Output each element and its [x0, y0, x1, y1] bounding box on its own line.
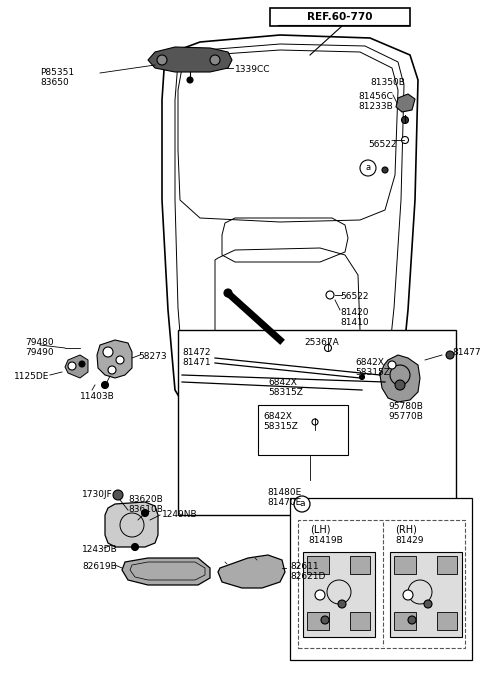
Circle shape [338, 600, 346, 608]
Polygon shape [65, 355, 88, 378]
Circle shape [401, 117, 408, 124]
Polygon shape [396, 94, 415, 112]
Bar [270, 8, 410, 26]
Bar [298, 520, 465, 648]
Bar [437, 612, 457, 630]
Text: a: a [299, 500, 305, 509]
Circle shape [388, 361, 396, 369]
Circle shape [312, 419, 318, 425]
Bar [394, 556, 416, 574]
Circle shape [132, 543, 139, 551]
Bar [307, 612, 329, 630]
Text: 81350B: 81350B [370, 78, 405, 87]
Circle shape [380, 371, 384, 376]
Polygon shape [97, 340, 132, 378]
Circle shape [395, 380, 405, 390]
Polygon shape [380, 355, 420, 402]
Text: 82619B: 82619B [82, 562, 117, 571]
Circle shape [278, 337, 286, 345]
Text: 11403B: 11403B [80, 392, 115, 401]
Text: 1243DB: 1243DB [82, 545, 118, 554]
Circle shape [116, 356, 124, 364]
Circle shape [326, 291, 334, 299]
Circle shape [210, 55, 220, 65]
Text: 56522: 56522 [368, 140, 396, 149]
Text: 1125DE: 1125DE [14, 372, 49, 381]
Bar [437, 556, 457, 574]
Polygon shape [162, 35, 418, 428]
Bar [303, 552, 375, 637]
Text: 1249NB: 1249NB [162, 510, 198, 519]
Text: 6842X
58315Z: 6842X 58315Z [263, 412, 298, 431]
Text: 1730JF: 1730JF [82, 490, 113, 499]
Circle shape [224, 289, 232, 297]
Circle shape [142, 509, 148, 517]
Circle shape [101, 382, 108, 388]
Bar [290, 498, 472, 660]
Text: 81456C
81233B: 81456C 81233B [358, 92, 393, 111]
Circle shape [401, 136, 408, 143]
Text: 1339CC: 1339CC [235, 65, 271, 74]
Text: REF.60-770: REF.60-770 [307, 12, 373, 22]
Text: P85351
83650: P85351 83650 [40, 68, 74, 88]
Text: 6842X
58315Z: 6842X 58315Z [355, 358, 390, 378]
Circle shape [403, 590, 413, 600]
Text: 58273: 58273 [138, 352, 167, 361]
Text: 82611
82621D: 82611 82621D [290, 562, 325, 581]
Polygon shape [105, 502, 158, 547]
Text: 81420
81410: 81420 81410 [340, 308, 369, 327]
Text: 83620B
83610B: 83620B 83610B [128, 495, 163, 515]
Circle shape [446, 351, 454, 359]
Text: 81472
81471: 81472 81471 [182, 348, 211, 367]
Circle shape [382, 167, 388, 173]
Circle shape [321, 616, 329, 624]
Text: 81477: 81477 [452, 348, 480, 357]
Circle shape [79, 361, 85, 367]
Circle shape [315, 590, 325, 600]
Text: 79480
79490: 79480 79490 [25, 338, 54, 357]
Text: 6842X
58315Z: 6842X 58315Z [268, 378, 303, 397]
Bar [258, 405, 348, 455]
Bar [307, 556, 329, 574]
Text: a: a [365, 164, 371, 172]
Circle shape [103, 347, 113, 357]
Text: 56522: 56522 [340, 292, 369, 301]
Circle shape [294, 496, 310, 512]
Circle shape [408, 616, 416, 624]
Bar [390, 552, 462, 637]
Circle shape [360, 375, 364, 380]
Text: (LH): (LH) [310, 524, 331, 534]
Bar [394, 612, 416, 630]
Polygon shape [122, 558, 210, 585]
Circle shape [113, 490, 123, 500]
Circle shape [157, 55, 167, 65]
Text: 81429: 81429 [395, 536, 423, 545]
Polygon shape [218, 555, 285, 588]
Text: 25367A: 25367A [305, 338, 339, 347]
Circle shape [108, 366, 116, 374]
Text: 81419B: 81419B [308, 536, 343, 545]
Circle shape [68, 362, 76, 370]
Circle shape [360, 160, 376, 176]
Bar [178, 330, 456, 515]
Circle shape [187, 77, 193, 83]
Text: 81480E
81470E: 81480E 81470E [268, 488, 302, 507]
Polygon shape [148, 47, 232, 72]
Text: 95780B
95770B: 95780B 95770B [388, 402, 423, 422]
Bar [350, 612, 370, 630]
Circle shape [324, 344, 332, 352]
Text: (RH): (RH) [395, 524, 417, 534]
Circle shape [424, 600, 432, 608]
Bar [350, 556, 370, 574]
